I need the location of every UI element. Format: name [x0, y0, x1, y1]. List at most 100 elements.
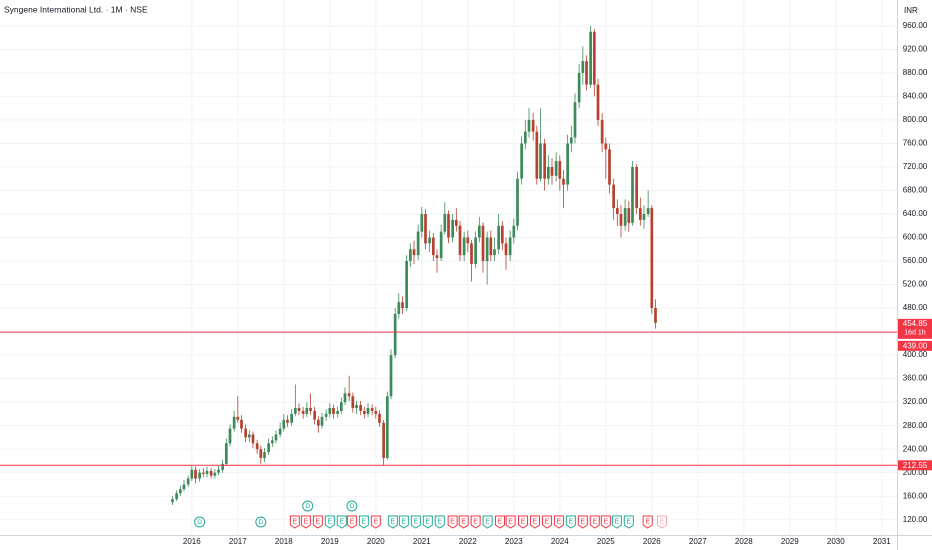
y-tick-label: 160.00 — [903, 491, 928, 500]
earnings-marker[interactable] — [553, 515, 564, 529]
candle-body — [270, 440, 274, 444]
earnings-marker[interactable] — [656, 515, 667, 529]
earnings-marker[interactable] — [324, 515, 335, 529]
candle-body — [309, 408, 312, 411]
earnings-marker[interactable] — [470, 515, 481, 529]
y-tick-label: 120.00 — [903, 515, 928, 524]
candle-body — [504, 243, 508, 256]
candle-body — [282, 419, 286, 429]
candle-body — [416, 231, 420, 256]
candle-body — [635, 166, 638, 209]
earnings-marker[interactable] — [458, 515, 469, 529]
earnings-label: E — [391, 518, 396, 525]
candle-body — [236, 416, 240, 420]
candle-body — [489, 237, 493, 256]
candle-body — [592, 31, 596, 85]
candle-body — [642, 214, 646, 220]
candle-body — [378, 413, 381, 423]
earnings-marker[interactable] — [370, 515, 381, 529]
earnings-marker[interactable] — [410, 515, 421, 529]
earnings-label: E — [293, 518, 298, 525]
candle-body — [431, 237, 435, 256]
dividend-label: D — [305, 503, 310, 510]
earnings-marker[interactable] — [495, 515, 506, 529]
earnings-marker[interactable] — [565, 515, 576, 529]
candle-body — [290, 413, 293, 423]
earnings-label: E — [626, 518, 631, 525]
candle-body — [577, 72, 581, 103]
x-tick-label: 2030 — [827, 537, 845, 546]
earnings-marker[interactable] — [600, 515, 611, 529]
candle-body — [520, 143, 523, 179]
y-tick-label: 560.00 — [903, 256, 928, 265]
earnings-marker[interactable] — [336, 515, 347, 529]
candle-body — [171, 499, 174, 503]
candle-body — [615, 208, 619, 214]
earnings-marker[interactable] — [642, 515, 653, 529]
earnings-marker[interactable] — [482, 515, 493, 529]
earnings-marker[interactable] — [434, 515, 445, 529]
earnings-marker[interactable] — [312, 515, 323, 529]
y-tick-label: 200.00 — [903, 468, 928, 477]
axes: 120.00 160.00 200.00 240.00 280.00 320.00 360.… — [183, 21, 932, 546]
earnings-marker[interactable] — [358, 515, 369, 529]
candle-body — [397, 302, 401, 314]
y-tick-label: 880.00 — [903, 68, 928, 77]
x-tick-label: 2019 — [321, 537, 339, 546]
y-tick-label: 680.00 — [903, 186, 928, 195]
earnings-marker[interactable] — [611, 515, 622, 529]
x-tick-label: 2029 — [781, 537, 799, 546]
earnings-marker[interactable] — [346, 515, 357, 529]
dividend-marker[interactable] — [255, 516, 267, 528]
candle-body — [198, 472, 201, 479]
candle-body — [412, 249, 416, 256]
x-tick-label: 2021 — [413, 537, 431, 546]
candle-body — [627, 208, 631, 223]
candle-body — [278, 428, 282, 435]
y-tick-label: 520.00 — [903, 280, 928, 289]
candle-body — [405, 261, 408, 309]
earnings-marker[interactable] — [529, 515, 540, 529]
price-level-label: 212.55 — [903, 461, 928, 470]
candle-body — [221, 463, 224, 470]
candle-body — [347, 393, 351, 397]
candle-body — [263, 452, 266, 458]
candle-body — [497, 225, 500, 250]
candle-body — [251, 434, 255, 444]
candle-body — [654, 308, 657, 323]
earnings-marker[interactable] — [422, 515, 433, 529]
earnings-label: E — [425, 518, 430, 525]
earnings-marker[interactable] — [505, 515, 516, 529]
candle-body — [646, 208, 650, 214]
candle-body — [224, 443, 228, 464]
y-tick-label: 920.00 — [903, 44, 928, 53]
earnings-marker[interactable] — [398, 515, 409, 529]
earnings-marker[interactable] — [387, 515, 398, 529]
countdown-label: 16d 1h — [904, 330, 926, 337]
earnings-label: E — [304, 518, 309, 525]
earnings-label: E — [660, 518, 665, 525]
candle-body — [201, 472, 205, 474]
chart-title: Syngene International Ltd. · 1M · NSE — [4, 4, 148, 14]
candle-body — [493, 249, 496, 256]
earnings-marker[interactable] — [289, 515, 300, 529]
earnings-marker[interactable] — [623, 515, 634, 529]
candle-body — [650, 208, 654, 309]
candle-body — [604, 143, 608, 150]
candle-body — [316, 419, 320, 426]
dividend-marker[interactable] — [194, 516, 206, 528]
x-tick-label: 2024 — [551, 537, 569, 546]
candle-body — [527, 119, 531, 132]
earnings-marker[interactable] — [589, 515, 600, 529]
currency: INR — [904, 6, 918, 15]
earnings-marker[interactable] — [577, 515, 588, 529]
dividend-marker[interactable] — [302, 500, 314, 512]
earnings-marker[interactable] — [300, 515, 311, 529]
x-tick-label: 2025 — [597, 537, 615, 546]
earnings-marker[interactable] — [541, 515, 552, 529]
dividend-marker[interactable] — [346, 500, 358, 512]
earnings-label: E — [603, 518, 608, 525]
earnings-marker[interactable] — [518, 515, 529, 529]
candle-body — [535, 131, 539, 179]
earnings-marker[interactable] — [447, 515, 458, 529]
